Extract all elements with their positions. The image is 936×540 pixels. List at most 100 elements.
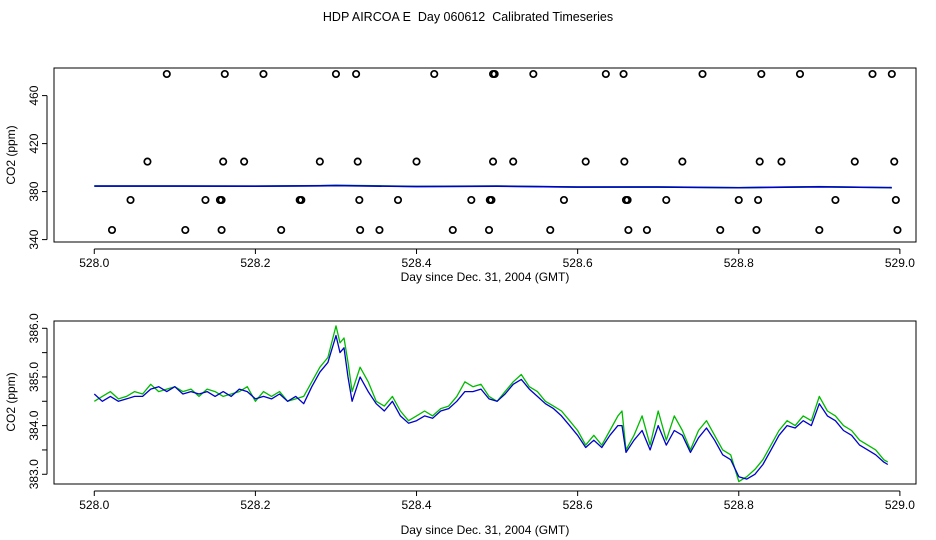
top-data-point bbox=[217, 225, 226, 235]
top-x-tick-label: 528.0 bbox=[79, 256, 109, 270]
top-x-tick-label: 528.8 bbox=[724, 256, 754, 270]
top-y-tick-label: 460 bbox=[27, 85, 41, 105]
top-data-point bbox=[887, 69, 896, 79]
top-data-point bbox=[757, 69, 766, 79]
top-plot-frame bbox=[53, 67, 917, 243]
top-data-point bbox=[107, 225, 117, 235]
bottom-series-blue-line bbox=[93, 334, 889, 480]
top-data-point bbox=[352, 69, 361, 79]
top-data-point bbox=[546, 225, 555, 235]
top-data-point bbox=[581, 157, 590, 166]
top-x-tick-label: 528.4 bbox=[402, 256, 432, 270]
bottom-y-tick-label: 385.0 bbox=[27, 362, 41, 392]
top-data-point bbox=[891, 195, 900, 205]
top-data-point bbox=[893, 225, 902, 235]
top-data-point bbox=[795, 69, 805, 79]
top-data-point bbox=[126, 195, 135, 205]
bottom-y-tick-label: 383.0 bbox=[27, 459, 41, 489]
top-data-point bbox=[219, 157, 228, 166]
top-data-point bbox=[259, 69, 268, 79]
top-data-point bbox=[181, 225, 190, 235]
top-data-point bbox=[601, 69, 610, 79]
top-data-point bbox=[755, 157, 764, 166]
top-data-point bbox=[777, 157, 786, 166]
bottom-x-tick-label: 528.0 bbox=[79, 498, 109, 512]
top-data-point bbox=[143, 157, 152, 166]
bottom-x-tick-label: 528.6 bbox=[563, 498, 593, 512]
bottom-x-axis-title: Day since Dec. 31, 2004 (GMT) bbox=[401, 523, 570, 537]
bottom-x-tick-label: 528.8 bbox=[724, 498, 754, 512]
top-y-tick-label: 380 bbox=[27, 181, 41, 201]
bottom-y-tick-label: 384.0 bbox=[27, 410, 41, 440]
page-title: HDP AIRCOA E Day 060612 Calibrated Times… bbox=[322, 10, 614, 24]
top-data-point bbox=[355, 195, 364, 205]
top-x-tick-label: 529.0 bbox=[885, 256, 915, 270]
top-y-axis: 340 380 420 460 bbox=[27, 85, 48, 250]
top-data-point bbox=[509, 157, 518, 166]
top-data-point bbox=[315, 157, 324, 166]
bottom-x-tick-label: 528.2 bbox=[240, 498, 270, 512]
top-data-point bbox=[217, 195, 226, 205]
top-data-point bbox=[490, 69, 499, 79]
top-data-point bbox=[220, 69, 229, 79]
top-data-point bbox=[620, 157, 629, 166]
top-y-tick-label: 340 bbox=[27, 229, 41, 249]
top-data-point bbox=[662, 195, 671, 205]
bottom-y-axis: 383.0 384.0 385.0 386.0 bbox=[27, 313, 48, 489]
top-data-point bbox=[890, 157, 899, 166]
top-data-point bbox=[678, 157, 687, 166]
top-data-point bbox=[353, 157, 362, 166]
top-x-axis-title: Day since Dec. 31, 2004 (GMT) bbox=[401, 270, 570, 284]
top-x-tick-label: 528.6 bbox=[563, 256, 593, 270]
top-data-point bbox=[277, 225, 286, 235]
top-data-point bbox=[240, 157, 249, 166]
top-data-point bbox=[623, 195, 632, 205]
top-data-point bbox=[868, 69, 877, 79]
bottom-y-tick-label: 386.0 bbox=[27, 313, 41, 343]
top-data-point bbox=[356, 225, 365, 235]
top-data-point bbox=[815, 225, 824, 235]
bottom-series-lines bbox=[93, 325, 889, 483]
top-data-point bbox=[448, 225, 457, 235]
top-data-point bbox=[831, 195, 840, 205]
bottom-panel: 528.0 528.2 528.4 528.6 528.8 529.0 383.0 384.… bbox=[4, 313, 917, 537]
top-panel: 528.0 528.2 528.4 528.6 528.8 529.0 340 380 420… bbox=[4, 67, 917, 284]
top-data-point bbox=[734, 195, 743, 205]
top-data-point bbox=[201, 195, 210, 205]
top-data-point bbox=[412, 157, 421, 166]
top-data-point bbox=[529, 69, 538, 79]
bottom-series-green-line bbox=[93, 325, 889, 483]
top-data-point bbox=[754, 195, 763, 205]
top-points bbox=[107, 69, 902, 235]
top-data-point bbox=[642, 225, 651, 235]
top-series-lines bbox=[94, 184, 892, 189]
bottom-x-tick-label: 528.4 bbox=[402, 498, 432, 512]
bottom-y-axis-title: CO2 (ppm) bbox=[4, 372, 18, 431]
top-data-point bbox=[375, 225, 384, 235]
bottom-plot-frame bbox=[53, 320, 917, 485]
top-data-point bbox=[489, 157, 498, 166]
top-data-point bbox=[331, 69, 341, 79]
top-data-point bbox=[297, 195, 306, 205]
top-data-point bbox=[487, 195, 496, 205]
top-data-point bbox=[467, 195, 476, 205]
top-data-point bbox=[752, 225, 761, 235]
bottom-x-tick-label: 529.0 bbox=[885, 498, 915, 512]
top-x-axis: 528.0 528.2 528.4 528.6 528.8 529.0 bbox=[79, 248, 915, 270]
top-data-point bbox=[430, 69, 439, 79]
top-data-point bbox=[484, 225, 494, 235]
top-x-tick-label: 528.2 bbox=[240, 256, 270, 270]
top-data-point bbox=[850, 157, 859, 166]
top-data-point bbox=[393, 195, 403, 205]
top-data-point bbox=[716, 225, 725, 235]
top-data-point bbox=[162, 69, 171, 79]
top-series-blue-line bbox=[94, 184, 892, 189]
top-data-point bbox=[698, 69, 707, 79]
top-y-axis-title: CO2 (ppm) bbox=[4, 125, 18, 184]
top-data-point bbox=[559, 195, 568, 205]
top-data-point bbox=[619, 69, 628, 79]
bottom-x-axis: 528.0 528.2 528.4 528.6 528.8 529.0 bbox=[79, 490, 915, 512]
top-data-point bbox=[624, 225, 633, 235]
top-y-tick-label: 420 bbox=[27, 133, 41, 153]
